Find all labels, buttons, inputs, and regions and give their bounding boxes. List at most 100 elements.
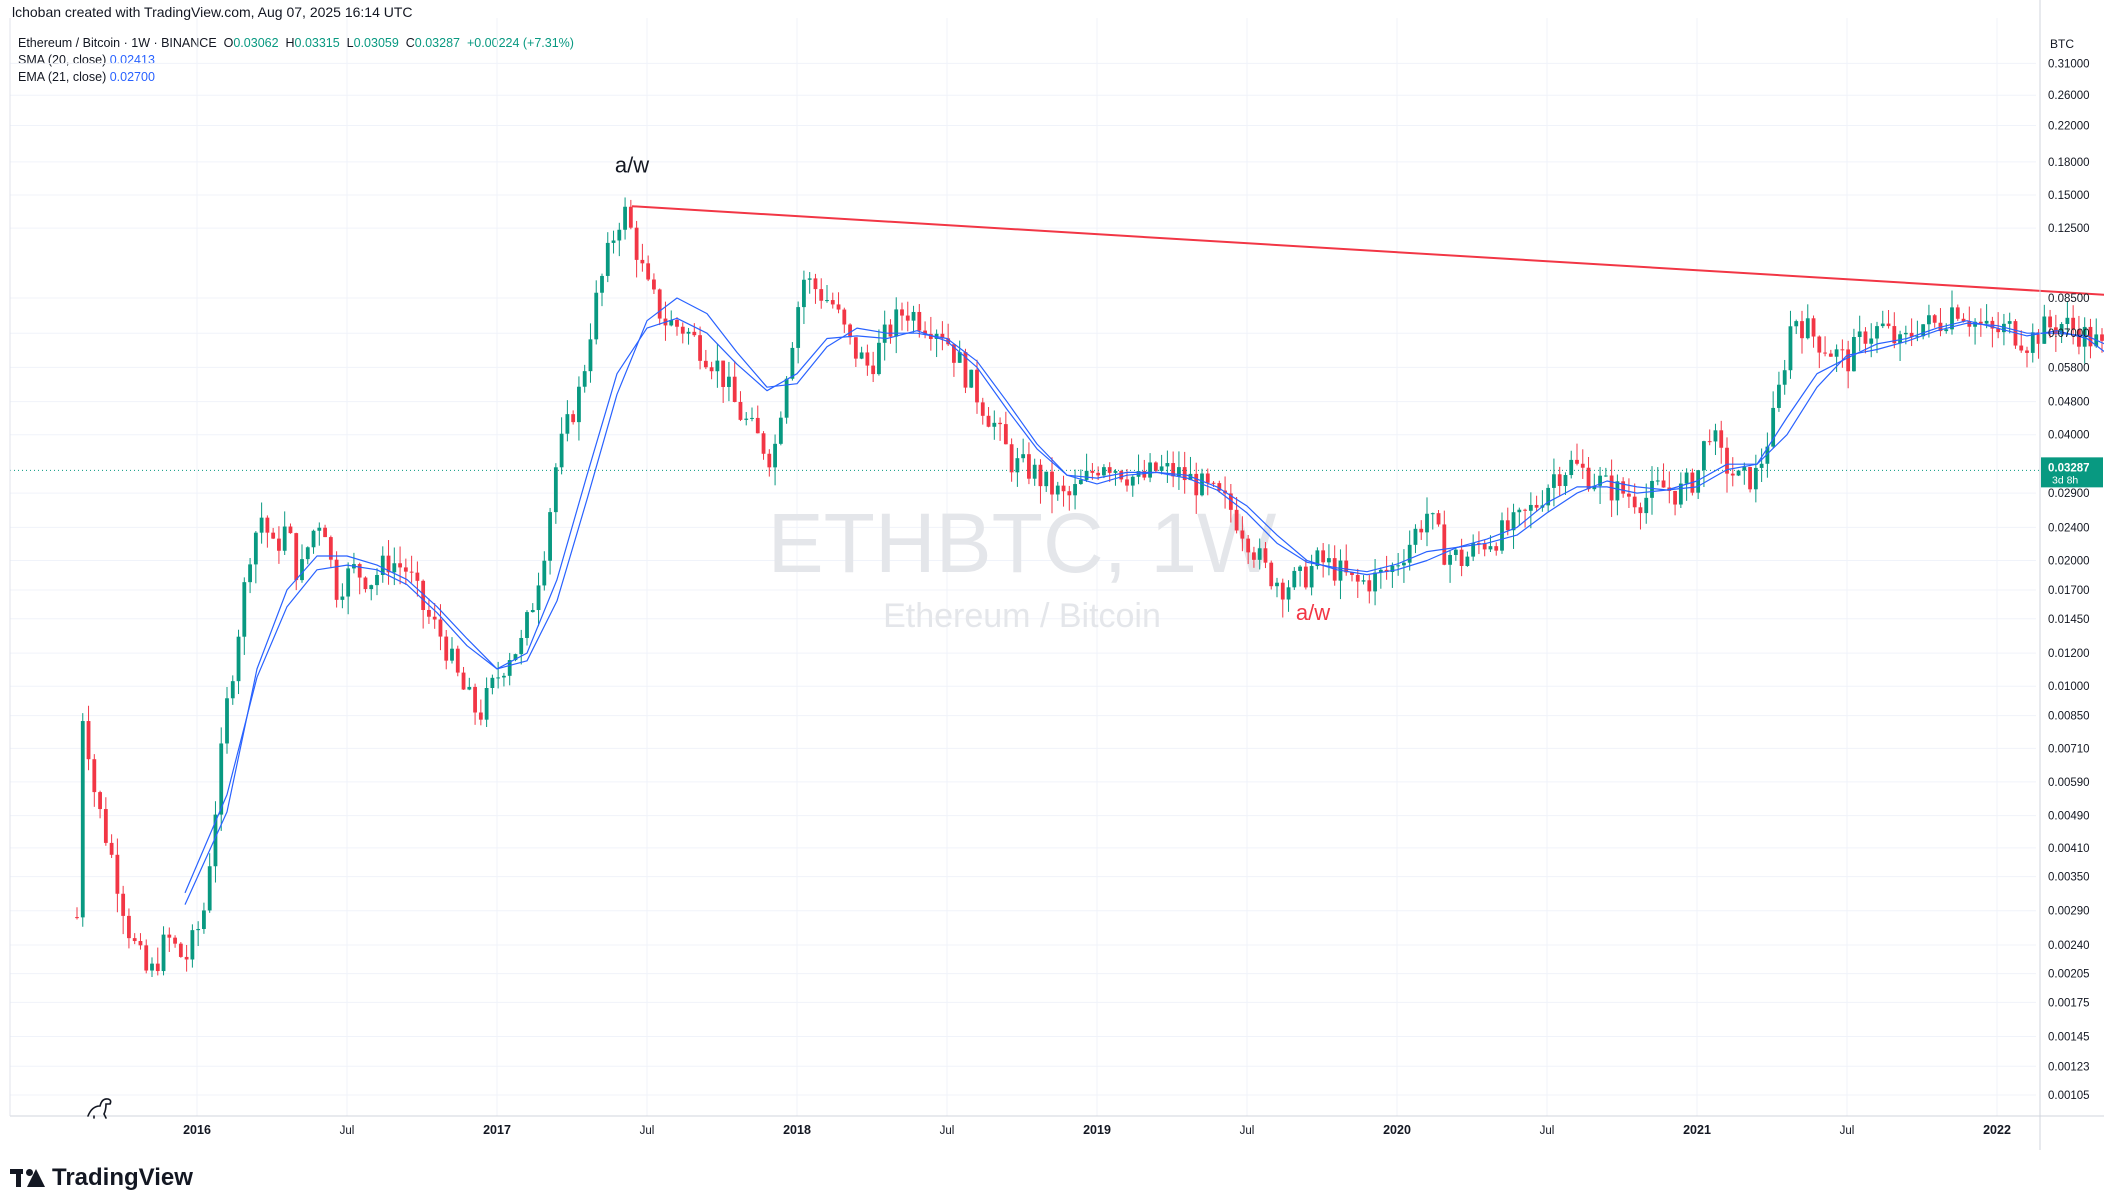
candle-body: [300, 559, 304, 581]
candle-body: [1442, 524, 1447, 565]
candle-body: [115, 854, 120, 894]
candle-body: [784, 378, 789, 418]
candle-body: [403, 567, 408, 572]
candle-body: [1413, 528, 1418, 545]
y-tick-label: 0.00850: [2048, 711, 2090, 723]
candle-body: [2059, 323, 2064, 335]
candle-body: [415, 572, 420, 581]
candle-body: [530, 610, 535, 613]
candle-body: [1171, 463, 1176, 477]
candle-body: [1009, 444, 1014, 473]
candle-body: [1465, 556, 1470, 566]
candle-body: [836, 304, 841, 310]
candle-body: [144, 945, 149, 971]
chart-canvas[interactable]: ETHBTC, 1W Ethereum / Bitcoin a/wb/xa/wb…: [0, 0, 2104, 1150]
candle-body: [986, 415, 991, 427]
candle-body: [1505, 520, 1510, 531]
legend-ema-row[interactable]: EMA (21, close) 0.02700: [18, 69, 574, 86]
candle-body: [248, 564, 252, 583]
candle-body: [1840, 349, 1845, 351]
candle-body: [386, 555, 391, 573]
candle-body: [992, 422, 997, 427]
footer: TradingView: [10, 1164, 193, 1192]
candle-body: [963, 352, 968, 388]
candle-body: [1782, 370, 1787, 385]
y-tick-label: 0.01700: [2048, 585, 2090, 597]
candle-body: [565, 414, 570, 434]
candle-body: [253, 532, 258, 565]
candle-body: [946, 338, 951, 345]
candle-body: [1280, 582, 1285, 600]
candle-body: [461, 672, 466, 690]
candle-body: [127, 915, 131, 939]
legend: Ethereum / Bitcoin · 1W · BINANCE O0.030…: [18, 35, 574, 86]
candle-body: [1621, 481, 1626, 494]
candle-body: [865, 352, 870, 366]
candle-body: [225, 698, 229, 744]
candle-body: [917, 311, 922, 331]
candle-body: [1003, 424, 1008, 445]
candle-body: [75, 917, 79, 919]
candle-body: [1650, 480, 1654, 498]
candle-body: [1361, 580, 1366, 582]
candle-body: [1886, 323, 1891, 327]
legend-symbol-row[interactable]: Ethereum / Bitcoin · 1W · BINANCE O0.030…: [18, 35, 574, 52]
candle-body: [173, 937, 177, 944]
candle-body: [952, 344, 956, 363]
candle-body: [1828, 353, 1833, 357]
candle-body: [709, 367, 714, 372]
candle-body: [1119, 471, 1124, 480]
candle-body: [623, 206, 627, 230]
candle-body: [2088, 326, 2093, 347]
candle-body: [998, 422, 1002, 425]
candle-body: [1073, 484, 1077, 496]
y-tick-label: 0.04000: [2048, 430, 2090, 442]
candle-body: [715, 360, 720, 372]
candle-body: [882, 324, 887, 343]
candle-body: [1309, 566, 1314, 588]
candle-body: [1857, 331, 1862, 337]
candle-body: [975, 369, 979, 403]
candle-body: [161, 934, 166, 972]
candle-body: [1811, 318, 1816, 337]
candle-body: [1205, 473, 1210, 483]
candle-body: [1765, 446, 1770, 464]
candle-body: [1327, 558, 1331, 563]
y-tick-label: 0.01450: [2048, 614, 2090, 626]
candle-body: [1915, 336, 1920, 338]
candle-body: [1725, 447, 1729, 474]
candle-body: [1736, 470, 1741, 476]
candle-body: [507, 660, 512, 676]
candle-body: [819, 289, 824, 301]
candle-body: [369, 585, 374, 590]
candle-body: [1927, 315, 1931, 325]
candle-body: [640, 259, 645, 264]
candle-body: [1615, 481, 1620, 501]
candle-body: [600, 275, 604, 293]
y-unit-label: BTC: [2050, 37, 2074, 51]
candle-body: [1569, 459, 1574, 476]
candle-body: [605, 242, 610, 276]
candle-body: [611, 240, 616, 243]
y-tick-label: 0.01200: [2048, 648, 2090, 660]
candle-body: [1534, 504, 1539, 508]
candle-body: [98, 792, 102, 810]
candle-body: [519, 637, 524, 655]
candle-body: [1240, 530, 1245, 539]
candle-body: [796, 307, 801, 348]
candle-body: [150, 963, 154, 971]
candle-body: [294, 533, 299, 581]
candle-body: [1344, 560, 1349, 573]
candle-body: [1217, 483, 1222, 491]
candle-body: [1194, 473, 1199, 496]
x-tick-label: Jul: [1840, 1125, 1855, 1137]
candle-body: [692, 331, 697, 336]
candle-body: [438, 619, 443, 637]
candle-body: [721, 360, 726, 387]
candle-body: [455, 648, 460, 673]
candle-body: [2100, 334, 2104, 341]
y-tick-label: 0.02400: [2048, 522, 2090, 534]
current-price-tag: [2041, 457, 2103, 488]
candle-body: [230, 681, 235, 699]
candle-body: [617, 229, 622, 241]
